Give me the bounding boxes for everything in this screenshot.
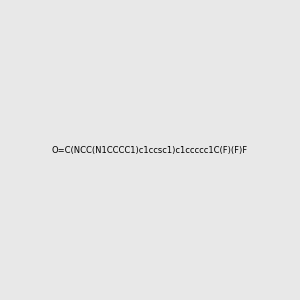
Text: O=C(NCC(N1CCCC1)c1ccsc1)c1ccccc1C(F)(F)F: O=C(NCC(N1CCCC1)c1ccsc1)c1ccccc1C(F)(F)F <box>52 146 248 154</box>
